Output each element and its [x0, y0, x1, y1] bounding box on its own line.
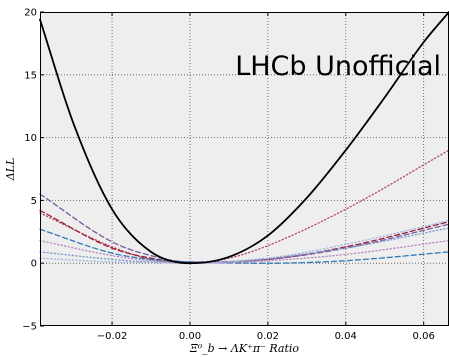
x-tick-label: 0.06 [413, 331, 435, 342]
y-tick-label: 5 [31, 196, 37, 207]
y-tick-label: 20 [24, 8, 37, 19]
axis-ticks: −0.02 0.00 0.02 0.04 0.06 −5 0 5 10 15 20 [22, 8, 435, 343]
y-axis-label: ΔLL [4, 158, 17, 182]
y-tick-label: −5 [22, 322, 37, 333]
series-line-1 [39, 149, 449, 264]
plot-background [40, 12, 449, 326]
y-tick-label: 10 [24, 133, 37, 144]
x-tick-label: 0.02 [257, 331, 279, 342]
series-layer [39, 11, 449, 265]
watermark-text: LHCb Unofficial [235, 51, 441, 82]
y-tick-label: 15 [24, 70, 37, 81]
series-line-3 [39, 193, 449, 263]
x-tick-label: 0.00 [179, 331, 201, 342]
y-tick-label: 0 [31, 259, 37, 270]
series-line-0 [39, 11, 449, 265]
series-line-6 [39, 239, 449, 264]
x-axis-label: Ξ⁰_b → ΛK⁺π⁻ Ratio [189, 342, 299, 355]
x-tick-label: −0.02 [97, 331, 128, 342]
x-tick-label: 0.04 [335, 331, 357, 342]
